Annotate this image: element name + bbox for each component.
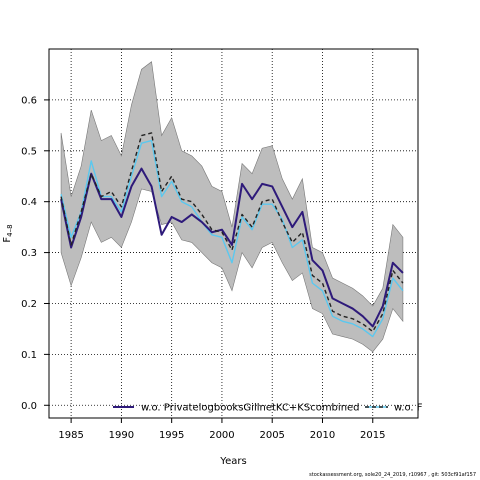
legend: w.o. PrivatelogbooksGillnetKC+KScombined… bbox=[113, 403, 423, 414]
x-tick-label: 1990 bbox=[109, 430, 134, 441]
x-tick-label: 1985 bbox=[58, 430, 83, 441]
y-axis-title-main: F bbox=[2, 237, 13, 243]
x-tick-label: 2010 bbox=[310, 430, 335, 441]
y-axis-ticks: 0.0 0.1 0.2 0.3 0.4 0.5 0.6 bbox=[21, 95, 49, 412]
y-tick-label: 0.4 bbox=[21, 197, 37, 208]
footer-credit: stockassessment.org, sole20_24_2019, r10… bbox=[309, 472, 476, 478]
y-axis-title: F4–8 bbox=[2, 224, 14, 242]
legend-label: w.o. F bbox=[394, 403, 423, 414]
y-tick-label: 0.5 bbox=[21, 146, 37, 157]
series-line bbox=[60, 167, 404, 328]
x-tick-label: 2000 bbox=[209, 430, 234, 441]
y-tick-label: 0.6 bbox=[21, 95, 37, 106]
legend-label: w.o. PrivatelogbooksGillnetKC+KScombined bbox=[141, 403, 360, 414]
y-tick-label: 0.0 bbox=[21, 401, 37, 412]
series-line bbox=[60, 139, 404, 338]
x-axis-ticks: 1985 1990 1995 2000 2005 2010 2015 bbox=[58, 418, 385, 441]
y-tick-label: 0.1 bbox=[21, 350, 37, 361]
x-tick-label: 2015 bbox=[360, 430, 385, 441]
series-line bbox=[60, 132, 404, 333]
y-tick-label: 0.3 bbox=[21, 248, 37, 259]
x-axis-title: Years bbox=[219, 456, 246, 467]
x-tick-label: 2005 bbox=[259, 430, 284, 441]
plot-frame bbox=[48, 48, 419, 419]
x-tick-label: 1995 bbox=[159, 430, 184, 441]
y-axis-title-subscript: 4–8 bbox=[6, 224, 14, 236]
series-lines bbox=[60, 132, 404, 338]
y-tick-label: 0.2 bbox=[21, 299, 37, 310]
